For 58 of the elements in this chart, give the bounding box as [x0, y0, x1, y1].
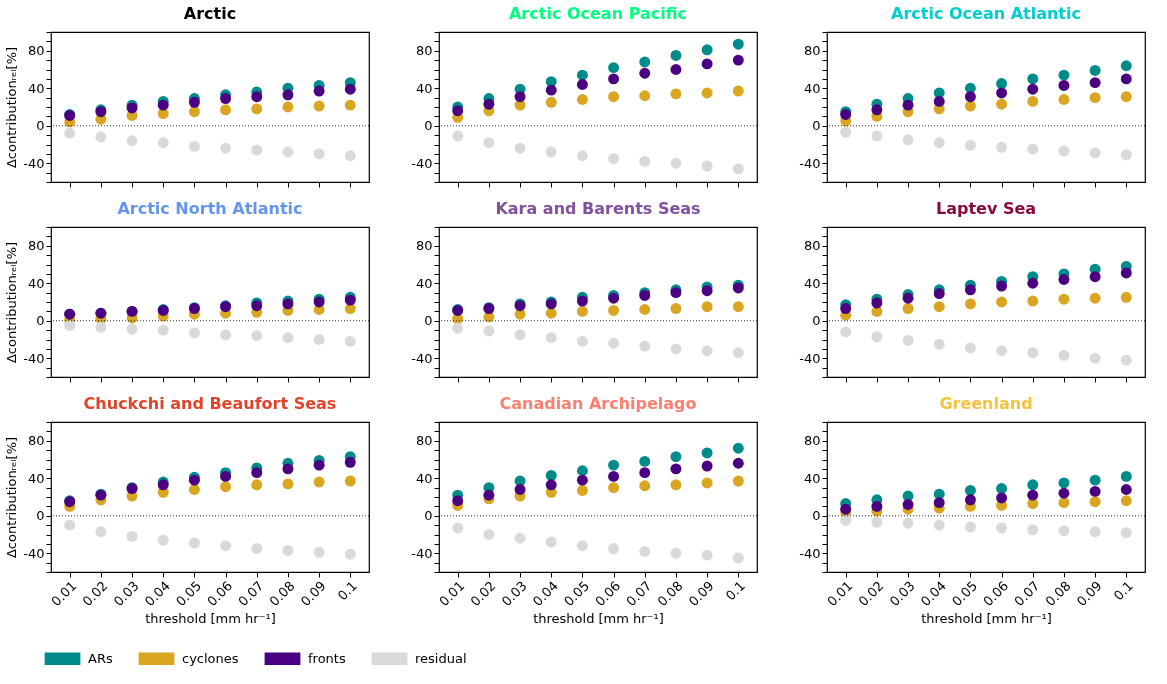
x-axis-title: threshold [mm hr⁻¹] [921, 611, 1052, 627]
y-tick-label: -40 [23, 155, 45, 171]
y-tick-label: 0 [424, 313, 433, 329]
y-tick-label: 40 [803, 80, 821, 96]
x-axis-title: threshold [mm hr⁻¹] [145, 611, 276, 627]
y-axis-title: Δcontributionᵣₑₗ[%] [4, 241, 20, 364]
y-axis-title: Δcontributionᵣₑₗ[%] [4, 46, 20, 169]
y-tick-label: 80 [27, 43, 45, 59]
y-tick-label: 80 [803, 43, 821, 59]
chart-title: Kara and Barents Seas [495, 199, 701, 218]
y-tick-label: 40 [803, 275, 821, 291]
legend-label: fronts [308, 650, 346, 666]
chart-title: Arctic [183, 4, 237, 23]
y-tick-label: -40 [411, 155, 433, 171]
y-tick-label: 0 [424, 508, 433, 524]
chart-title: Chuckchi and Beaufort Seas [83, 394, 337, 413]
y-tick-label: -40 [411, 350, 433, 366]
x-tick-label: 0.1 [722, 578, 748, 604]
y-tick-label: -40 [23, 350, 45, 366]
y-tick-label: 0 [424, 118, 433, 134]
y-tick-label: 40 [27, 275, 45, 291]
y-tick-label: 0 [812, 313, 821, 329]
y-tick-label: 0 [812, 118, 821, 134]
chart-title: Laptev Sea [935, 199, 1037, 218]
legend-label: cyclones [182, 650, 239, 666]
y-tick-label: 80 [27, 433, 45, 449]
y-tick-label: 40 [27, 470, 45, 486]
y-tick-label: -40 [799, 545, 821, 561]
y-tick-label: 40 [415, 80, 433, 96]
y-tick-label: 0 [36, 118, 45, 134]
y-tick-label: -40 [799, 350, 821, 366]
y-tick-label: 40 [415, 470, 433, 486]
y-tick-label: 80 [415, 433, 433, 449]
chart-title: Arctic Ocean Atlantic [891, 4, 1081, 23]
y-tick-label: -40 [799, 155, 821, 171]
y-tick-label: 80 [415, 238, 433, 254]
y-tick-label: 80 [803, 238, 821, 254]
y-tick-label: 80 [27, 238, 45, 254]
x-tick-label: 0.1 [334, 578, 360, 604]
y-tick-label: 0 [36, 313, 45, 329]
y-tick-label: 40 [27, 80, 45, 96]
legend-label: residual [415, 650, 467, 666]
chart-title: Canadian Archipelago [499, 394, 697, 413]
x-tick-label: 0.1 [1110, 578, 1136, 604]
y-tick-label: 0 [812, 508, 821, 524]
y-tick-label: 0 [36, 508, 45, 524]
y-tick-label: -40 [23, 545, 45, 561]
y-tick-label: 40 [415, 275, 433, 291]
y-tick-label: 40 [803, 470, 821, 486]
y-axis-title: Δcontributionᵣₑₗ[%] [4, 436, 20, 559]
y-tick-label: 80 [415, 43, 433, 59]
y-tick-label: 80 [803, 433, 821, 449]
chart-title: Greenland [939, 394, 1033, 413]
x-axis-title: threshold [mm hr⁻¹] [533, 611, 664, 627]
legend-label: ARs [88, 650, 113, 666]
chart-title: Arctic North Atlantic [117, 199, 303, 218]
y-tick-label: -40 [411, 545, 433, 561]
chart-title: Arctic Ocean Pacific [508, 4, 688, 23]
